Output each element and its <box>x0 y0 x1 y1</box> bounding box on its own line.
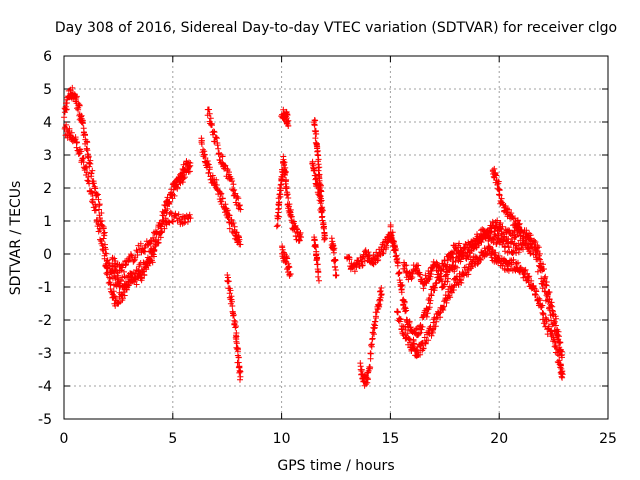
chart-title: Day 308 of 2016, Sidereal Day-to-day VTE… <box>55 20 617 36</box>
x-axis-label: GPS time / hours <box>277 458 394 474</box>
y-tick-label: 0 <box>43 247 52 263</box>
y-tick-label: 6 <box>43 49 52 65</box>
y-tick-label: -1 <box>38 280 52 296</box>
sdtvar-markers <box>61 84 566 389</box>
y-axis-label: SDTVAR / TECUs <box>8 181 24 296</box>
y-tick-label: -5 <box>38 412 52 428</box>
y-tick-label: -2 <box>38 313 52 329</box>
x-tick-label: 10 <box>273 431 291 447</box>
y-tick-label: -4 <box>38 379 52 395</box>
y-tick-label: 3 <box>43 148 52 164</box>
y-tick-label: 4 <box>43 115 52 131</box>
axis-tick-labels: -5 -4 -3 -2 -1 0 1 2 3 4 5 6 0 5 10 15 20 25 <box>38 49 617 447</box>
y-tick-label: 2 <box>43 181 52 197</box>
x-tick-label: 15 <box>381 431 399 447</box>
x-tick-label: 5 <box>168 431 177 447</box>
x-tick-label: 0 <box>60 431 69 447</box>
axis-ticks <box>63 55 609 420</box>
y-tick-label: -3 <box>38 346 52 362</box>
x-tick-label: 20 <box>490 431 508 447</box>
y-tick-label: 5 <box>43 82 52 98</box>
y-tick-label: 1 <box>43 214 52 230</box>
data-points <box>61 84 566 389</box>
x-tick-label: 25 <box>599 431 617 447</box>
plot-frame <box>63 55 609 420</box>
